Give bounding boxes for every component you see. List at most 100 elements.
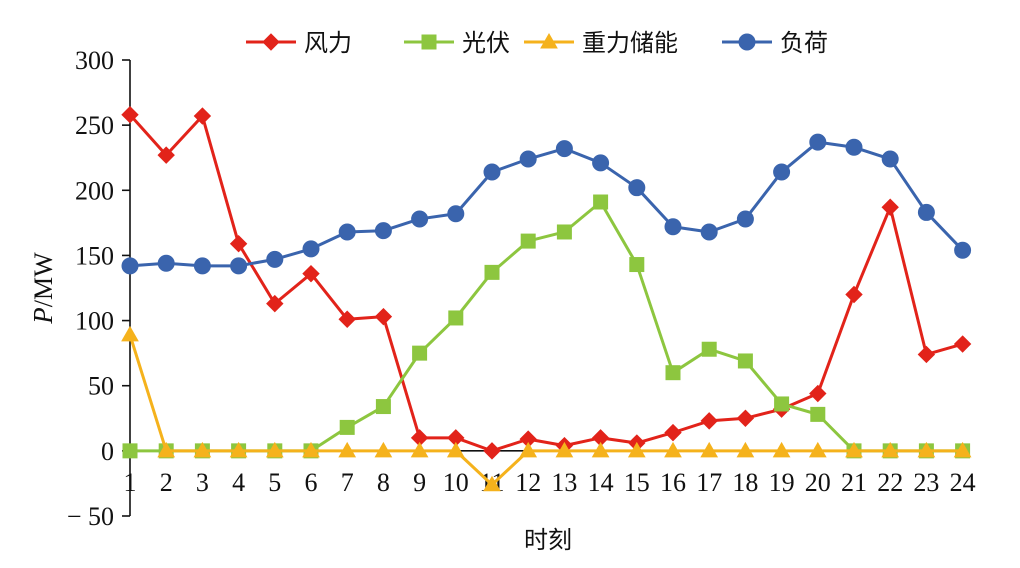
- data-point: [627, 441, 646, 458]
- data-point: [374, 222, 392, 240]
- data-point: [774, 396, 790, 412]
- x-tick-label: 2: [160, 468, 173, 497]
- data-point: [193, 257, 211, 275]
- x-tick-label: 9: [413, 468, 426, 497]
- x-tick-label: 23: [913, 468, 939, 497]
- data-point: [374, 307, 393, 326]
- x-tick-label: 19: [769, 468, 795, 497]
- data-point: [447, 205, 465, 223]
- x-tick-label: 12: [515, 468, 541, 497]
- y-tick-label: 300: [75, 46, 114, 75]
- data-point: [881, 441, 900, 458]
- data-point: [808, 441, 827, 458]
- x-tick-label: 4: [232, 468, 245, 497]
- data-point: [411, 210, 429, 228]
- data-point: [700, 412, 718, 430]
- data-point: [881, 198, 899, 216]
- data-point: [736, 441, 755, 458]
- legend-item: 光伏: [404, 29, 510, 57]
- y-tick-label: 100: [75, 307, 114, 336]
- data-point: [375, 399, 391, 415]
- data-point: [338, 223, 356, 241]
- data-point: [736, 409, 755, 427]
- data-point: [266, 294, 284, 313]
- x-axis: 123456789101112131415161718192021222324: [124, 450, 976, 497]
- x-tick-label: 24: [950, 468, 976, 497]
- data-point: [591, 441, 610, 458]
- data-point: [772, 441, 791, 458]
- data-point: [229, 441, 248, 458]
- data-point: [737, 353, 753, 369]
- legend-swatch-marker: [421, 34, 437, 50]
- x-tick-label: 8: [377, 468, 390, 497]
- y-tick-label: 200: [75, 176, 114, 205]
- y-axis-title-unit: /MW: [29, 252, 58, 307]
- data-point: [448, 310, 464, 326]
- data-point: [339, 419, 355, 435]
- series-line: [129, 140, 964, 268]
- data-point: [953, 335, 972, 353]
- data-point: [845, 138, 863, 156]
- data-point: [193, 441, 212, 458]
- data-point: [809, 133, 827, 151]
- data-point: [810, 406, 826, 422]
- data-point: [122, 443, 138, 459]
- data-point: [881, 150, 899, 168]
- data-point: [953, 441, 972, 458]
- data-point: [265, 441, 284, 458]
- data-point: [121, 106, 139, 124]
- data-point: [446, 441, 465, 458]
- legend-swatch-marker: [262, 33, 280, 51]
- data-point: [845, 285, 863, 304]
- y-axis-title: P/MW: [28, 252, 58, 325]
- data-point: [483, 475, 501, 492]
- data-point: [629, 257, 645, 273]
- x-tick-label: 14: [588, 468, 614, 497]
- data-point: [121, 325, 139, 342]
- data-point: [628, 179, 646, 197]
- x-tick-label: 18: [732, 468, 758, 497]
- data-point: [917, 441, 936, 458]
- data-point: [484, 264, 500, 280]
- data-point: [700, 441, 719, 458]
- data-point: [519, 441, 538, 458]
- x-tick-label: 21: [841, 468, 867, 497]
- data-point: [954, 241, 972, 259]
- data-point: [736, 210, 754, 228]
- data-point: [664, 441, 682, 458]
- data-point: [809, 384, 827, 403]
- legend-swatch-marker: [738, 33, 756, 51]
- data-point: [121, 257, 139, 275]
- data-point: [266, 250, 284, 268]
- y-tick-label: 250: [75, 111, 114, 140]
- data-point: [665, 365, 681, 381]
- legend-swatch-marker: [540, 32, 558, 49]
- data-point: [157, 146, 175, 164]
- y-axis: − 50 0 50 100 150 200 250 300: [67, 46, 131, 531]
- data-point: [592, 154, 610, 172]
- data-point: [701, 341, 717, 357]
- data-point: [410, 441, 429, 458]
- data-point: [157, 441, 176, 458]
- x-tick-label: 10: [443, 468, 469, 497]
- series-line: [128, 113, 964, 453]
- legend-item: 风力: [246, 29, 352, 57]
- x-tick-label: 15: [624, 468, 650, 497]
- data-point: [555, 140, 573, 158]
- x-tick-label: 13: [551, 468, 577, 497]
- data-point: [483, 442, 501, 460]
- data-point: [338, 310, 356, 328]
- data-point: [520, 233, 536, 249]
- data-point: [773, 163, 791, 181]
- legend-label: 负荷: [780, 29, 828, 57]
- series-layer: [121, 106, 972, 492]
- data-point: [700, 223, 718, 241]
- data-point: [664, 423, 682, 442]
- x-axis-title: 时刻: [524, 526, 572, 554]
- data-point: [556, 224, 572, 240]
- data-point: [157, 254, 175, 272]
- x-tick-label: 22: [877, 468, 903, 497]
- x-tick-label: 7: [341, 468, 354, 497]
